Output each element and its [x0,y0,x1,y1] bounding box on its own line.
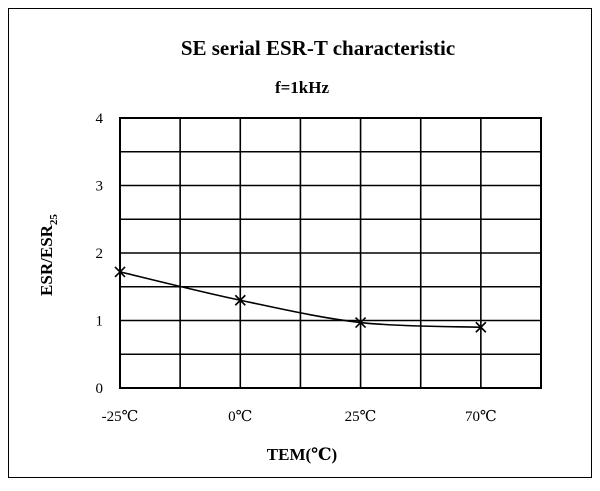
y-axis-label: ESR/ESR25 [37,214,60,296]
y-tick-label: 2 [96,246,104,262]
y-tick-label: 1 [96,314,104,330]
x-axis-label: TEM(℃) [267,445,337,464]
y-tick-label: 3 [96,179,104,195]
x-tick-label: 70℃ [465,409,497,425]
chart-subtitle: f=1kHz [275,78,330,97]
y-tick-label: 4 [96,111,104,127]
y-axis-label-main: ESR/ESR [37,224,56,296]
y-tick-labels: 0 1 2 3 4 [96,111,104,397]
grid [119,117,542,389]
data-point-marker [355,316,367,329]
x-tick-label: 0℃ [228,409,252,425]
y-axis-label-subscript: 25 [48,214,60,226]
x-tick-label: -25℃ [102,409,139,425]
series-group [114,266,487,333]
chart-title: SE serial ESR-T characteristic [181,36,455,60]
data-point-marker [234,294,246,306]
data-point-marker [114,266,126,278]
x-tick-labels: -25℃ 0℃ 25℃ 70℃ [102,409,497,425]
series-line [119,271,481,329]
x-tick-label: 25℃ [345,409,377,425]
y-tick-label: 0 [96,381,104,397]
data-point-marker [475,321,487,333]
